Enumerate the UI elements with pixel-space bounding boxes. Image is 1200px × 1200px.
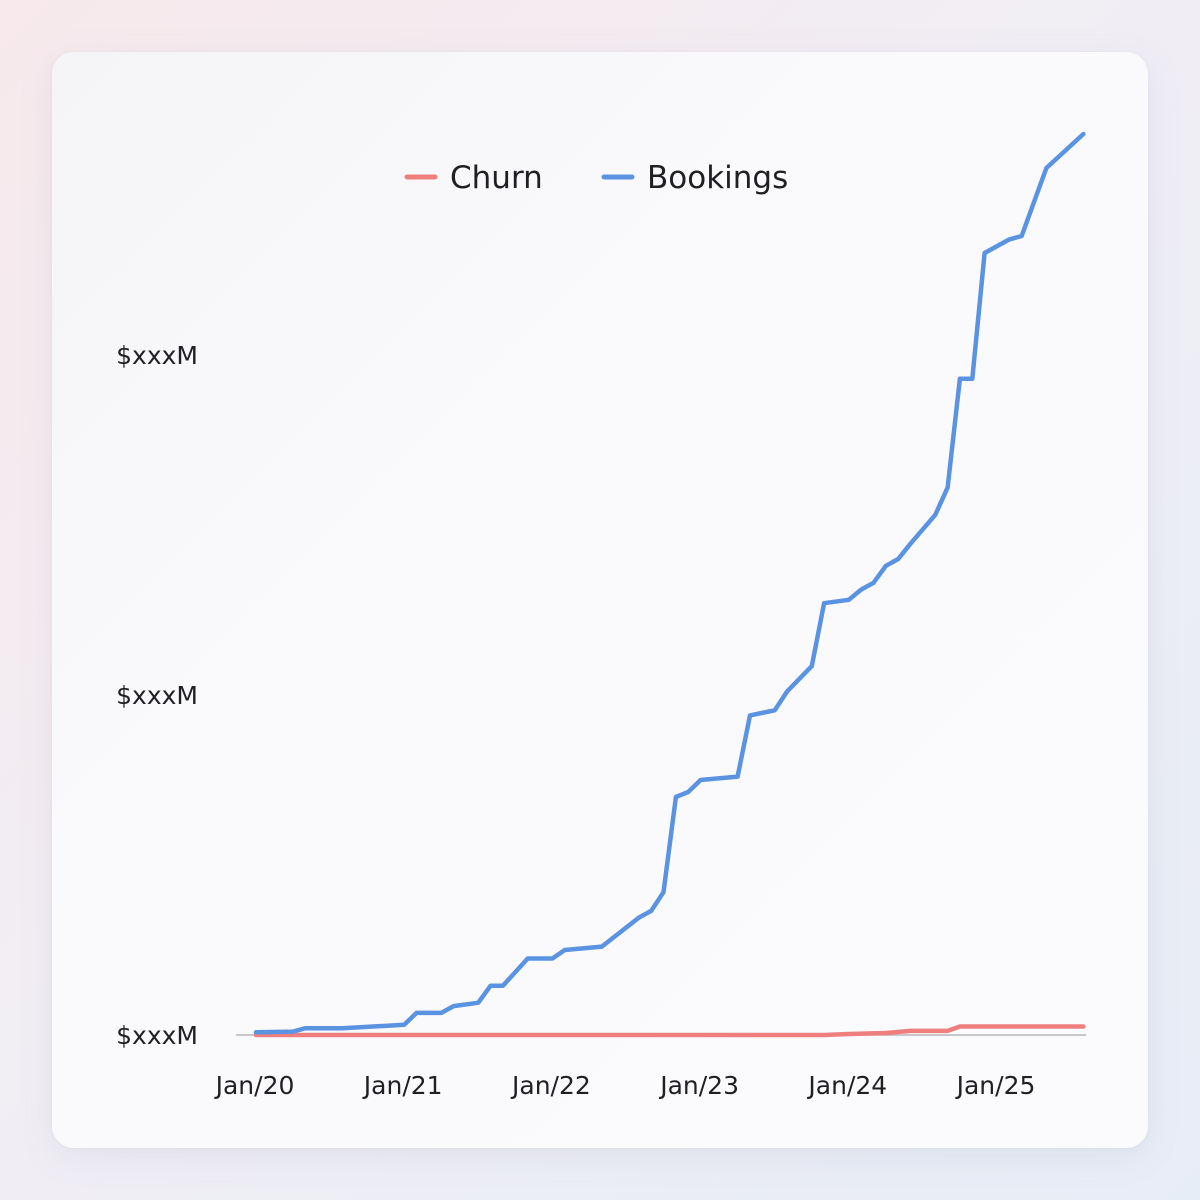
legend: Churn Bookings [404,160,788,196]
legend-item-bookings[interactable]: Bookings [601,160,788,196]
x-tick-label: Jan/22 [510,1071,591,1100]
line-chart: Churn Bookings $xxxM$xxxM$xxxM Jan/20 Jan… [116,131,1086,1100]
series-line-churn [253,1024,1086,1038]
y-tick-label: $xxxM [116,341,198,370]
legend-label-churn: Churn [450,160,543,196]
y-tick-label: $xxxM [116,681,198,710]
x-tick-label: Jan/25 [955,1071,1036,1100]
x-tick-label: Jan/21 [362,1071,443,1100]
x-tick-label: Jan/24 [806,1071,887,1100]
x-tick-label: Jan/20 [214,1071,295,1100]
legend-label-bookings: Bookings [647,160,788,196]
series-layer [253,131,1086,1038]
x-axis: Jan/20 Jan/21 Jan/22 Jan/23 Jan/24 Jan/25 [214,1071,1036,1100]
x-tick-label: Jan/23 [658,1071,739,1100]
y-axis: $xxxM $xxxM $xxxM [116,341,198,1050]
y-tick-label: $xxxM [116,1021,198,1050]
legend-item-churn[interactable]: Churn [404,160,543,196]
series-line-bookings [253,131,1086,1035]
chart-card: Churn Bookings $xxxM $xxxM $xxxM Jan/20 Jan… [52,52,1148,1148]
